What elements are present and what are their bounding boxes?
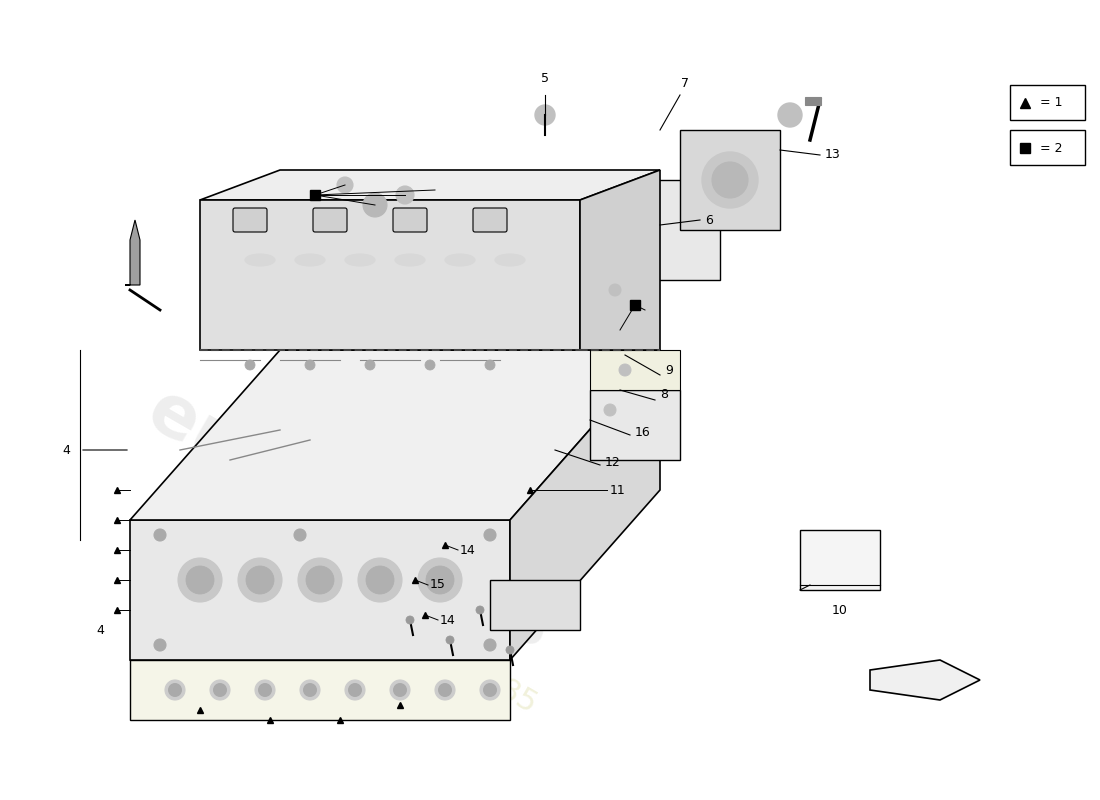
Ellipse shape	[446, 254, 475, 266]
Circle shape	[306, 566, 334, 594]
Ellipse shape	[395, 254, 425, 266]
Polygon shape	[680, 130, 780, 230]
Text: 11: 11	[610, 483, 626, 497]
Circle shape	[366, 566, 394, 594]
Text: 14: 14	[460, 543, 475, 557]
Text: 15: 15	[430, 578, 446, 591]
Circle shape	[337, 177, 353, 193]
Polygon shape	[490, 580, 580, 630]
Text: eurospares: eurospares	[135, 376, 565, 664]
Circle shape	[446, 636, 454, 644]
FancyBboxPatch shape	[314, 208, 346, 232]
Circle shape	[186, 566, 214, 594]
FancyBboxPatch shape	[473, 208, 507, 232]
Circle shape	[406, 616, 414, 624]
Text: = 2: = 2	[1040, 142, 1063, 154]
Circle shape	[396, 186, 414, 204]
Bar	[805, 97, 821, 105]
Circle shape	[778, 103, 802, 127]
Circle shape	[154, 639, 166, 651]
Circle shape	[426, 566, 454, 594]
Circle shape	[393, 683, 407, 697]
Circle shape	[434, 680, 455, 700]
Text: 4: 4	[96, 623, 103, 637]
Circle shape	[300, 680, 320, 700]
Circle shape	[348, 683, 362, 697]
Text: 6: 6	[705, 214, 713, 226]
Bar	[1010, 130, 1085, 165]
Polygon shape	[200, 170, 660, 200]
Polygon shape	[590, 390, 680, 460]
Circle shape	[345, 680, 365, 700]
Ellipse shape	[245, 254, 275, 266]
Circle shape	[154, 529, 166, 541]
Polygon shape	[590, 350, 680, 390]
Circle shape	[358, 558, 402, 602]
Text: 14: 14	[440, 614, 455, 626]
Text: = 1: = 1	[1040, 97, 1063, 110]
Circle shape	[476, 606, 484, 614]
Circle shape	[165, 680, 185, 700]
Circle shape	[258, 683, 272, 697]
Circle shape	[604, 404, 616, 416]
Circle shape	[238, 558, 282, 602]
Polygon shape	[870, 660, 980, 700]
Polygon shape	[800, 530, 880, 590]
Text: 9: 9	[666, 363, 673, 377]
Circle shape	[255, 680, 275, 700]
Text: 12: 12	[605, 455, 620, 469]
Circle shape	[485, 360, 495, 370]
Circle shape	[390, 680, 410, 700]
Circle shape	[168, 683, 182, 697]
Circle shape	[418, 558, 462, 602]
Text: 7: 7	[681, 77, 689, 90]
Circle shape	[438, 683, 452, 697]
Bar	[1010, 85, 1085, 120]
Polygon shape	[130, 350, 660, 520]
Text: 13: 13	[825, 149, 840, 162]
FancyBboxPatch shape	[393, 208, 427, 232]
Circle shape	[213, 683, 227, 697]
Ellipse shape	[295, 254, 324, 266]
Circle shape	[483, 683, 497, 697]
Text: 4: 4	[62, 443, 70, 457]
Circle shape	[298, 558, 342, 602]
Circle shape	[210, 680, 230, 700]
Circle shape	[178, 558, 222, 602]
Polygon shape	[200, 200, 580, 350]
Ellipse shape	[345, 254, 375, 266]
Polygon shape	[580, 170, 660, 350]
Circle shape	[702, 152, 758, 208]
Circle shape	[712, 162, 748, 198]
Circle shape	[484, 529, 496, 541]
Circle shape	[484, 639, 496, 651]
Circle shape	[619, 364, 631, 376]
Circle shape	[294, 529, 306, 541]
Circle shape	[535, 105, 556, 125]
Circle shape	[609, 284, 622, 296]
Circle shape	[305, 360, 315, 370]
Circle shape	[246, 566, 274, 594]
Polygon shape	[125, 220, 140, 285]
Text: 5: 5	[541, 72, 549, 85]
Circle shape	[365, 360, 375, 370]
Text: 8: 8	[660, 389, 668, 402]
Text: 16: 16	[635, 426, 651, 438]
Circle shape	[363, 193, 387, 217]
Polygon shape	[510, 350, 660, 660]
FancyBboxPatch shape	[233, 208, 267, 232]
Text: a parts resource since 1985: a parts resource since 1985	[158, 481, 541, 719]
Polygon shape	[130, 660, 510, 720]
Circle shape	[480, 680, 501, 700]
Circle shape	[425, 360, 435, 370]
Polygon shape	[620, 180, 721, 280]
Circle shape	[245, 360, 255, 370]
Polygon shape	[130, 520, 510, 660]
Ellipse shape	[495, 254, 525, 266]
Circle shape	[506, 646, 514, 654]
Circle shape	[302, 683, 317, 697]
Text: 10: 10	[832, 603, 848, 617]
